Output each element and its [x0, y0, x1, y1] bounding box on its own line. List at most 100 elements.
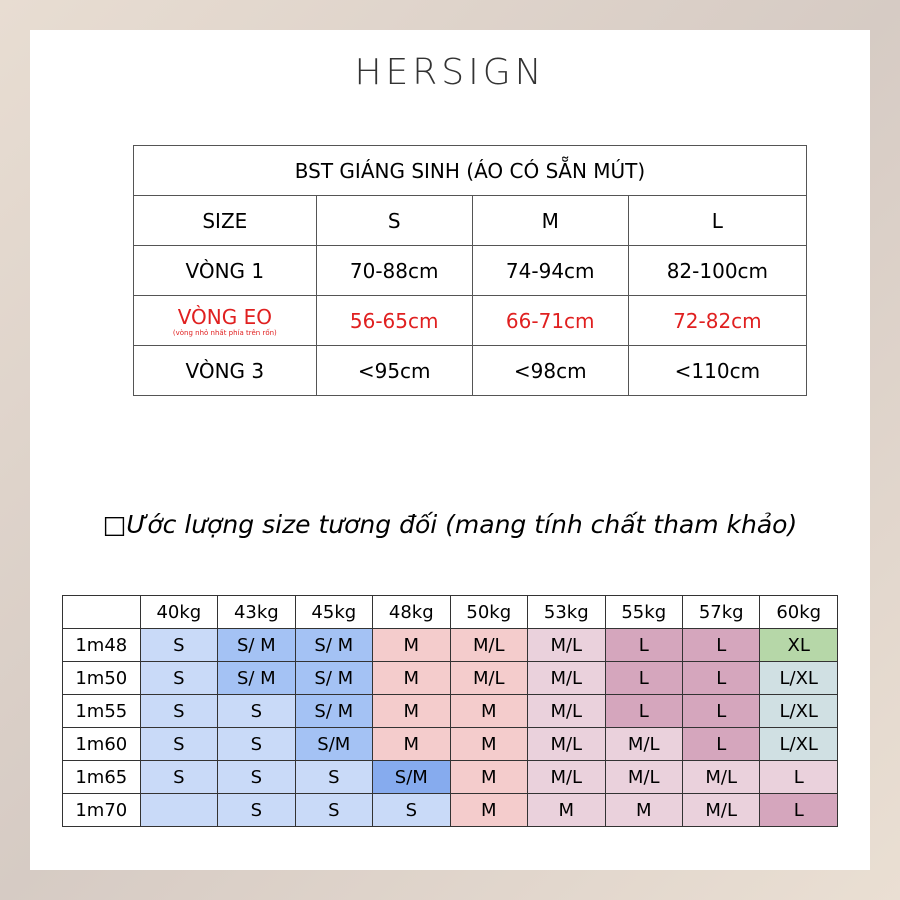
cell: 70-88cm: [315, 245, 473, 296]
height-label: 1m55: [62, 694, 141, 728]
size-cell: S/ M: [217, 661, 296, 695]
height-label: 1m50: [62, 661, 141, 695]
cell-text: VÒNG 1: [185, 258, 265, 283]
header-cell: SIZE: [133, 195, 317, 246]
size-cell: L: [604, 661, 683, 695]
weight-header: 50kg: [449, 595, 529, 629]
size-cell: M/L: [527, 727, 606, 761]
weight-header: 55kg: [604, 595, 683, 629]
height-label: 1m70: [62, 793, 141, 827]
height-label: 1m60: [62, 727, 141, 761]
cell-text: <98cm: [513, 358, 587, 383]
size-cell: [139, 793, 219, 827]
size-cell: S/M: [294, 727, 374, 761]
cell-text: <95cm: [357, 358, 431, 383]
size-cell: L: [681, 628, 761, 662]
size-cell: L: [604, 628, 683, 662]
size-cell: M/L: [681, 760, 761, 794]
size-cell: S: [139, 628, 219, 662]
size-cell: L/XL: [759, 727, 838, 761]
cell: <98cm: [471, 345, 629, 396]
cell: VÒNG 1: [133, 245, 317, 296]
size-cell: L: [681, 661, 761, 695]
heading: □Ước lượng size tương đối (mang tính chấ…: [102, 510, 798, 539]
row: 1m48 S S/ M S/ M M M/L M/L L L XL: [62, 628, 838, 662]
weight-header: 60kg: [759, 595, 838, 629]
cell-text: 74-94cm: [505, 258, 595, 283]
size-cell: S: [139, 727, 219, 761]
estimate-table: 40kg 43kg 45kg 48kg 50kg 53kg 55kg 57kg 60kg 1m48…: [62, 595, 838, 827]
size-cell: M/L: [527, 760, 606, 794]
size-cell: M: [372, 628, 451, 662]
size-cell: S: [372, 793, 451, 827]
header-cell: M: [471, 195, 629, 246]
cell-text: 66-71cm: [505, 308, 595, 333]
brand: HERSIGN: [354, 52, 546, 93]
size-cell: M/L: [527, 628, 606, 662]
title-row: BST GIÁNG SINH (ÁO CÓ SẴN MÚT): [133, 145, 807, 196]
height-label: 1m65: [62, 760, 141, 794]
size-cell: S: [217, 760, 296, 794]
size-cell: M: [449, 760, 529, 794]
row: VÒNG 3 <95cm <98cm <110cm: [133, 345, 808, 396]
size-cell: S: [139, 694, 219, 728]
size-cell: M/L: [527, 694, 606, 728]
size-cell: XL: [759, 628, 838, 662]
row: VÒNG EO (vòng nhỏ nhất phía trên rốn) 56-6…: [133, 295, 808, 346]
cell: VÒNG EO (vòng nhỏ nhất phía trên rốn): [133, 295, 317, 346]
size-cell: S: [294, 760, 374, 794]
weight-header: 53kg: [527, 595, 606, 629]
cell: <95cm: [315, 345, 473, 396]
cell: <110cm: [627, 345, 808, 396]
row: 1m70 S S S M M M M/L L: [62, 793, 838, 827]
weight-header: 40kg: [139, 595, 219, 629]
cell-text: <110cm: [674, 358, 761, 383]
cell: 66-71cm: [471, 295, 629, 346]
weight-header: 43kg: [217, 595, 296, 629]
weight-header: 48kg: [372, 595, 451, 629]
row: 1m65 S S S S/M M M/L M/L M/L L: [62, 760, 838, 794]
weight-header: 45kg: [294, 595, 374, 629]
size-cell: M: [449, 694, 529, 728]
size-cell: S: [139, 661, 219, 695]
size-cell: M: [372, 661, 451, 695]
header-row: SIZE S M L: [133, 195, 808, 246]
cell-text: 56-65cm: [349, 308, 439, 333]
table-title: BST GIÁNG SINH (ÁO CÓ SẴN MÚT): [133, 145, 807, 196]
size-cell: M: [604, 793, 683, 827]
cell-text: 82-100cm: [666, 258, 769, 283]
size-cell: L/XL: [759, 694, 838, 728]
row: 1m50 S S/ M S/ M M M/L M/L L L L/XL: [62, 661, 838, 695]
size-cell: S: [294, 793, 374, 827]
size-cell: L: [604, 694, 683, 728]
cell-text: 72-82cm: [673, 308, 762, 333]
size-cell: M/L: [449, 661, 529, 695]
cell-text: VÒNG 3: [185, 358, 265, 383]
size-cell: S: [217, 793, 296, 827]
note: (vòng nhỏ nhất phía trên rốn): [172, 328, 277, 337]
header-cell: S: [315, 195, 473, 246]
row: 1m60 S S S/M M M M/L M/L L L/XL: [62, 727, 838, 761]
size-cell: M: [449, 727, 529, 761]
size-cell: M: [527, 793, 606, 827]
height-label: 1m48: [62, 628, 141, 662]
cell: 82-100cm: [627, 245, 808, 296]
size-cell: M: [372, 694, 451, 728]
size-cell: S/ M: [294, 694, 374, 728]
size-cell: L/XL: [759, 661, 838, 695]
size-cell: S/ M: [217, 628, 296, 662]
size-cell: S: [217, 727, 296, 761]
size-cell: S/ M: [294, 661, 374, 695]
header-cell: L: [627, 195, 808, 246]
header-row: 40kg 43kg 45kg 48kg 50kg 53kg 55kg 57kg 60kg: [62, 595, 838, 629]
size-cell: M/L: [681, 793, 761, 827]
size-cell: L: [681, 694, 761, 728]
cell-text: VÒNG EO: [177, 304, 272, 329]
size-cell: M/L: [604, 760, 683, 794]
size-cell: S/M: [372, 760, 451, 794]
cell: 74-94cm: [471, 245, 629, 296]
size-cell: S: [217, 694, 296, 728]
cell-text: 70-88cm: [349, 258, 439, 283]
size-cell: S/ M: [294, 628, 374, 662]
